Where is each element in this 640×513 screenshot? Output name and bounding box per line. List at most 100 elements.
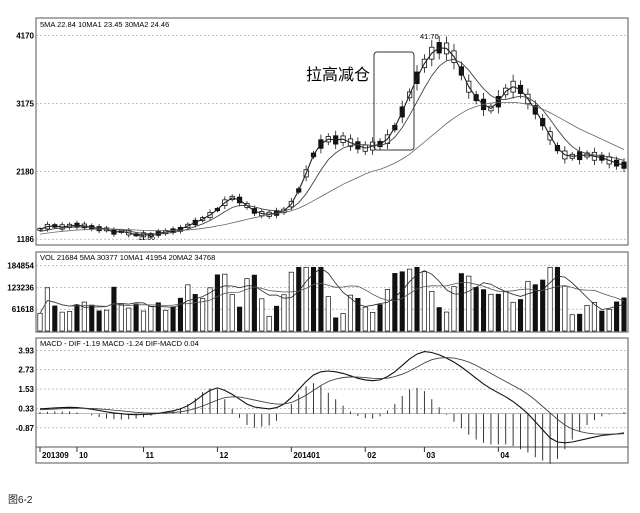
- volume-bar: [584, 305, 590, 332]
- volume-bar: [488, 293, 494, 332]
- volume-bar: [599, 310, 605, 332]
- volume-bar: [44, 287, 50, 332]
- volume-bar: [118, 303, 124, 332]
- volume-bar: [111, 286, 117, 332]
- x-tick-label: 03: [426, 451, 435, 460]
- x-tick-label: 11: [145, 451, 154, 460]
- figure-caption: 图6-2: [8, 495, 33, 506]
- volume-bar: [126, 307, 132, 332]
- volume-bar: [103, 309, 110, 332]
- volume-bar: [444, 311, 450, 332]
- volume-bar: [74, 304, 80, 332]
- volume-bar: [333, 317, 339, 332]
- volume-bar: [562, 285, 568, 332]
- macd-panel-frame: [35, 337, 629, 448]
- volume-bar: [274, 305, 280, 332]
- volume-bar: [614, 301, 620, 332]
- macd-y-tick-label: -0.87: [16, 424, 35, 433]
- volume-bar: [473, 287, 479, 332]
- volume-bar: [133, 303, 139, 332]
- macd-y-tick-label: 3.93: [18, 346, 34, 355]
- volume-bar: [436, 307, 442, 332]
- volume-bar: [303, 266, 309, 332]
- volume-bar: [569, 314, 575, 332]
- macd-y-tick-label: 2.73: [18, 366, 34, 375]
- price-y-tick-label: 3175: [16, 99, 34, 108]
- volume-ma-10: [39, 281, 625, 314]
- volume-bar: [451, 286, 457, 332]
- volume-bar: [577, 313, 583, 332]
- volume-y-tick-label: 61618: [12, 305, 35, 314]
- volume-bar: [399, 271, 405, 332]
- volume-bar: [266, 315, 272, 332]
- volume-bar: [429, 290, 435, 332]
- macd-y-tick-label: 1.53: [18, 385, 34, 394]
- date-axis-frame: [35, 446, 629, 464]
- price-y-tick-label: 1186: [17, 235, 35, 244]
- price-y-tick-label: 2180: [16, 167, 34, 176]
- volume-bar: [237, 306, 243, 332]
- volume-bar: [325, 296, 331, 332]
- x-tick-label: 02: [367, 451, 376, 460]
- x-tick-label: 04: [500, 451, 509, 460]
- volume-bar: [340, 313, 346, 332]
- volume-bar: [503, 291, 509, 332]
- volume-bar: [59, 311, 65, 332]
- volume-bar: [192, 294, 198, 332]
- volume-bar: [281, 294, 287, 332]
- volume-bar: [517, 299, 524, 332]
- volume-bar: [532, 284, 538, 332]
- volume-bar: [96, 310, 102, 332]
- volume-bar: [288, 271, 294, 332]
- volume-bar: [466, 275, 472, 332]
- macd-histogram: [36, 383, 628, 464]
- volume-bars: [37, 266, 627, 332]
- stock-chart: 4170 3175 2180 1186 184854 123236 61618 3.93 2.7…: [7, 17, 629, 464]
- volume-bar: [495, 293, 501, 332]
- macd-lines: [39, 351, 625, 444]
- x-tick-label: 10: [79, 451, 88, 460]
- volume-bar: [177, 297, 184, 332]
- volume-bar: [185, 284, 191, 332]
- volume-bar: [421, 271, 427, 332]
- volume-bar: [547, 266, 553, 332]
- ma-line-30MA2: [39, 102, 625, 235]
- volume-panel-frame: [35, 251, 629, 333]
- y-tick-labels: 4170 3175 2180 1186 184854 123236 61618 3.93 2.7…: [7, 31, 34, 432]
- volume-bar: [200, 298, 206, 332]
- x-tick-labels: 201309 10 11 12 201401 02 03 04: [39, 447, 510, 460]
- volume-bar: [377, 304, 383, 332]
- volume-ma-5: [39, 267, 625, 314]
- volume-bar: [414, 266, 420, 332]
- volume-bar: [37, 312, 43, 332]
- x-tick-label: 201309: [42, 451, 69, 460]
- candle-body: [37, 227, 43, 231]
- volume-bar: [591, 302, 597, 332]
- volume-bar: [155, 302, 161, 332]
- volume-bar: [392, 273, 398, 332]
- volume-bar: [362, 306, 368, 332]
- volume-bar: [407, 268, 413, 332]
- volume-bar: [251, 274, 257, 332]
- price-panel-frame: [35, 17, 629, 246]
- volume-bar: [222, 273, 228, 332]
- macd-legend: MACD - DIF -1.19 MACD -1.24 DIF-MACD 0.0…: [40, 339, 199, 348]
- macd-line-DIF: [39, 351, 625, 444]
- price-y-tick-label: 4170: [16, 31, 34, 40]
- volume-bar: [207, 287, 213, 332]
- volume-legend: VOL 21684 5MA 30377 10MA1 41954 20MA2 34…: [40, 253, 215, 262]
- low-price-label: 11.86: [138, 235, 155, 242]
- price-legend: 5MA 22.84 10MA1 23.45 30MA2 24.46: [40, 20, 169, 29]
- volume-bar: [480, 289, 487, 332]
- macd-y-tick-label: 0.33: [18, 404, 34, 413]
- volume-bar: [510, 301, 516, 332]
- volume-bar: [148, 305, 154, 332]
- annotation-box: [373, 51, 415, 151]
- volume-ma-lines: [39, 267, 625, 314]
- moving-average-lines: [39, 47, 625, 236]
- volume-bar: [67, 311, 73, 332]
- volume-bar: [310, 266, 317, 332]
- volume-bar: [621, 297, 627, 332]
- x-tick-label: 12: [219, 451, 228, 460]
- volume-bar: [318, 266, 324, 332]
